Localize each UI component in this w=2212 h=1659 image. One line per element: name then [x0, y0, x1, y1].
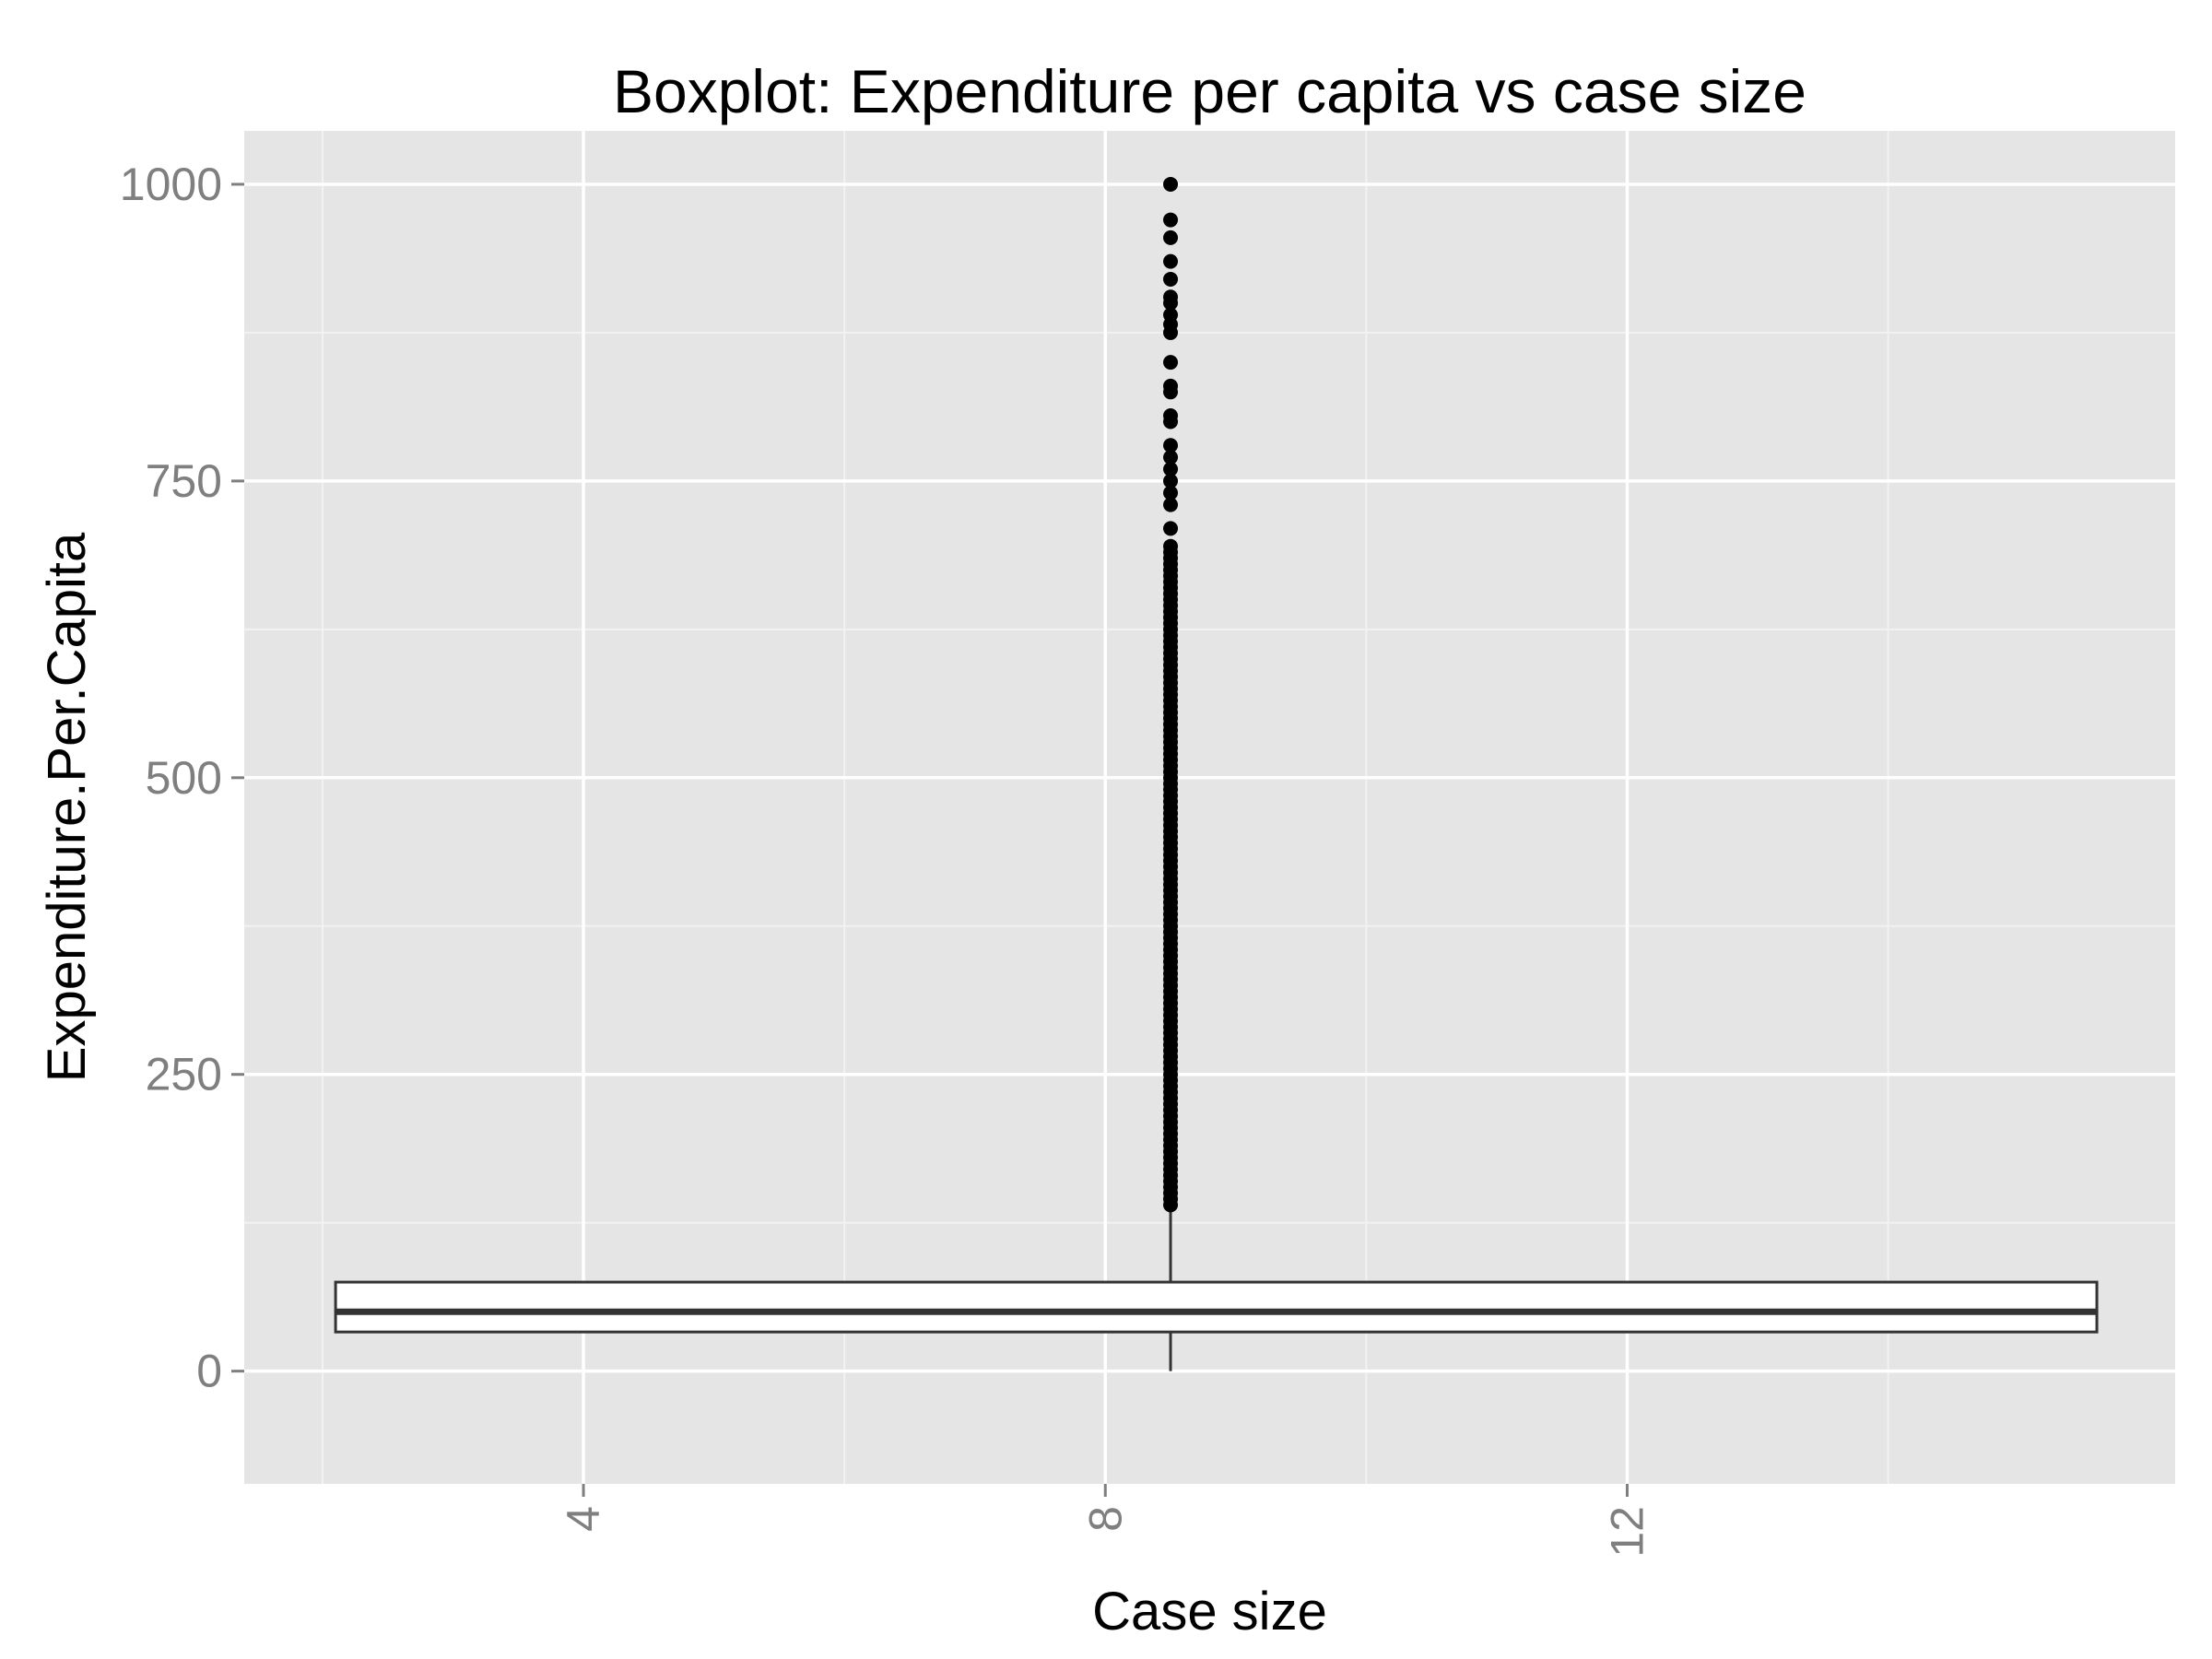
outlier-point — [1163, 378, 1179, 394]
major-gridlines — [244, 131, 2175, 1484]
outlier-point — [1163, 289, 1179, 305]
y-tick-label: 1000 — [120, 159, 222, 210]
y-axis-ticks: 0 250 500 750 1000 — [120, 159, 244, 1397]
outlier-point — [1163, 229, 1179, 245]
minor-gridlines — [244, 131, 2175, 1484]
outlier-point — [1163, 450, 1179, 465]
outlier-point — [1163, 485, 1179, 500]
outlier-point — [1163, 473, 1179, 488]
outlier-point — [1163, 408, 1179, 424]
x-tick-label: 4 — [558, 1506, 609, 1532]
outlier-point — [1163, 497, 1179, 512]
outlier-point — [1163, 462, 1179, 477]
y-tick-label: 750 — [146, 455, 222, 507]
outlier-point — [1163, 253, 1179, 269]
y-tick-label: 250 — [146, 1049, 222, 1100]
box-iqr — [334, 1280, 2099, 1334]
plot-panel — [244, 131, 2175, 1484]
chart-title: Boxplot: Expenditure per capita vs case … — [613, 57, 1806, 125]
outlier-point — [1163, 176, 1179, 192]
x-axis-ticks: 4 8 12 — [558, 1484, 1653, 1558]
outlier-points — [1163, 176, 1179, 1213]
outlier-point — [1163, 355, 1179, 371]
outlier-point — [1163, 521, 1179, 536]
outlier-point — [1163, 538, 1179, 554]
x-tick-label: 12 — [1601, 1506, 1653, 1558]
outlier-point — [1163, 271, 1179, 287]
y-axis-title: Expenditure.Per.Capita — [37, 532, 97, 1082]
outlier-point — [1163, 307, 1179, 323]
x-tick-label: 8 — [1079, 1506, 1131, 1532]
outlier-point — [1163, 212, 1179, 228]
boxplot-group — [334, 1208, 2099, 1371]
y-tick-label: 0 — [196, 1346, 222, 1397]
outlier-point — [1163, 438, 1179, 453]
y-tick-label: 500 — [146, 752, 222, 804]
x-axis-title: Case size — [1092, 1582, 1327, 1641]
